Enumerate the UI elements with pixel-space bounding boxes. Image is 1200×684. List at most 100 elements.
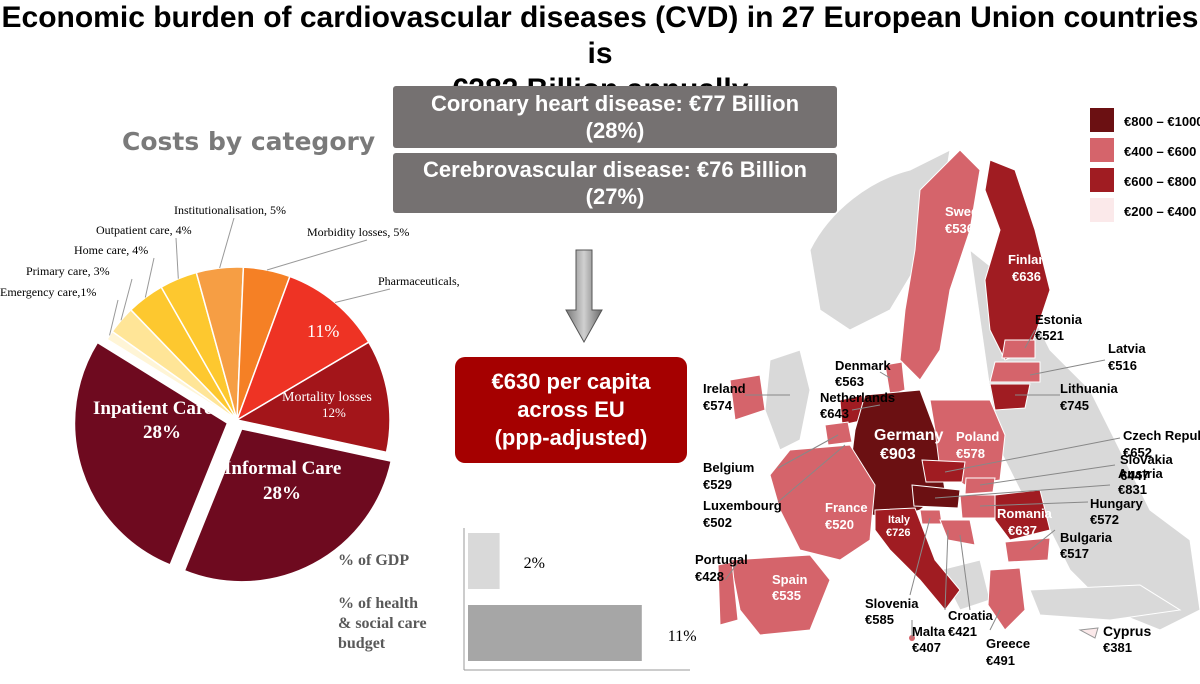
norway-shape — [809, 149, 951, 331]
label-austria: Austria — [1118, 466, 1164, 481]
per-capita-line-3: (ppp-adjusted) — [494, 425, 648, 450]
value-latvia: €516 — [1108, 358, 1137, 373]
map-croatia — [939, 519, 976, 546]
legend-label-1: €800 – €1000 — [1124, 114, 1200, 129]
label-cyprus: Cyprus — [1103, 623, 1151, 639]
europe-map: €800 – €1000 €400 – €600 €600 – €800 €20… — [695, 108, 1200, 668]
label-poland: Poland — [956, 429, 999, 444]
label-croatia: Croatia — [948, 608, 994, 623]
value-bulgaria: €517 — [1060, 546, 1089, 561]
label-romania: Romania — [997, 506, 1053, 521]
bar-category-0-line-0: % of GDP — [338, 552, 409, 569]
pie-pct-mortality-losses: 12% — [322, 405, 346, 420]
bar-gdp — [468, 533, 500, 589]
map-bulgaria — [1004, 537, 1051, 563]
value-greece: €491 — [986, 653, 1015, 668]
value-croatia: €421 — [948, 624, 977, 639]
map-france — [769, 444, 876, 561]
map-belgium — [824, 421, 853, 446]
pie-leader-institutionalisation — [219, 217, 235, 269]
map-legend: €800 – €1000 €400 – €600 €600 – €800 €20… — [1090, 108, 1200, 222]
map-austria — [911, 484, 961, 509]
map-latvia — [989, 361, 1041, 383]
map-ireland — [729, 374, 766, 421]
per-capita-line-2: across EU — [517, 397, 625, 422]
map-countries — [717, 149, 1099, 641]
bar-category-1-line-0: % of health — [338, 595, 418, 612]
turkey-shape — [1029, 584, 1182, 621]
per-capita-line-1: €630 per capita — [491, 369, 651, 394]
pie-slice-informal-care — [183, 427, 393, 583]
value-luxembourg: €502 — [703, 515, 732, 530]
map-slovakia — [964, 477, 996, 495]
label-bulgaria: Bulgaria — [1060, 530, 1113, 545]
map-cyprus — [1078, 627, 1099, 639]
pie-leader-pharmaceuticals — [334, 288, 391, 303]
label-portugal: Portugal — [695, 552, 748, 567]
cerebrovascular-box: Cerebrovascular disease: €76 Billion (27… — [393, 153, 837, 213]
value-austria: €831 — [1118, 482, 1147, 497]
pie-slice-mortality-losses — [234, 341, 391, 454]
map-portugal — [717, 561, 739, 626]
value-hungary: €572 — [1090, 512, 1119, 527]
value-denmark: €563 — [835, 374, 864, 389]
pie-pct-pharmaceuticals: 11% — [307, 321, 339, 341]
label-ireland: Ireland — [703, 381, 746, 396]
value-slovakia: €447 — [1120, 468, 1149, 483]
map-finland — [984, 159, 1051, 361]
pie-label-institutionalisation: Institutionalisation, 5% — [174, 203, 286, 217]
legend-swatch-2 — [1090, 138, 1114, 162]
value-cyprus: €381 — [1103, 640, 1132, 655]
pie-pct-informal-care: 28% — [263, 483, 301, 504]
value-portugal: €428 — [695, 569, 724, 584]
pie-label-mortality-losses: Mortality losses — [282, 390, 372, 405]
label-netherlands: Netherlands — [820, 390, 895, 405]
pie-chart-title: Costs by category — [122, 127, 376, 156]
pie-label-pharmaceuticals: Pharmaceuticals, 11% — [378, 274, 460, 288]
label-france: France — [825, 500, 868, 515]
legend-swatch-3 — [1090, 168, 1114, 192]
bar-category-1-line-2: budget — [338, 635, 386, 652]
pie-leader-morbidity-losses — [266, 239, 368, 271]
pie-label-morbidity-losses: Morbidity losses, 5% — [307, 225, 409, 239]
down-arrow-icon — [565, 249, 603, 344]
cerebrovascular-line-2: (27%) — [585, 184, 645, 209]
coronary-line-1: Coronary heart disease: €77 Billion — [430, 91, 800, 116]
pie-label-informal-care: Informal Care — [224, 458, 341, 479]
legend-swatch-1 — [1090, 108, 1114, 132]
bar-health-budget — [468, 605, 642, 661]
label-greece: Greece — [986, 636, 1030, 651]
coronary-line-2: (28%) — [585, 118, 645, 143]
pie-leader-primary-care — [120, 278, 133, 321]
bar-value-health-budget: 11% — [668, 628, 697, 645]
legend-label-4: €200 – €400 — [1124, 204, 1196, 219]
pie-label-home-care: Home care, 4% — [74, 243, 148, 257]
map-denmark — [884, 361, 906, 396]
pie-leader-emergency-care — [109, 299, 119, 336]
map-leader-lines — [724, 329, 1121, 638]
uk-shape — [764, 349, 811, 451]
label-germany: Germany — [874, 427, 943, 444]
label-estonia: Estonia — [1035, 312, 1083, 327]
map-czech — [921, 459, 966, 483]
map-slovenia — [919, 509, 943, 525]
label-slovakia: Slovakia — [1120, 452, 1174, 467]
label-lithuania: Lithuania — [1060, 381, 1119, 396]
value-malta: €407 — [912, 640, 941, 655]
value-finland: €636 — [1012, 269, 1041, 284]
value-ireland: €574 — [703, 398, 733, 413]
pie-chart: Emergency care,1% Primary care, 3% Home ca… — [0, 203, 460, 583]
value-slovenia: €585 — [865, 612, 894, 627]
label-hungary: Hungary — [1090, 496, 1144, 511]
label-malta: Malta — [912, 624, 946, 639]
label-denmark: Denmark — [835, 358, 891, 373]
map-greece — [987, 567, 1026, 631]
map-labels: Sweden €536 Finland €636 Estonia €521 La… — [695, 204, 1200, 668]
legend-swatch-4 — [1090, 198, 1114, 222]
map-hungary — [959, 494, 999, 519]
value-italy: €726 — [886, 527, 910, 539]
pie-leader-outpatient-care — [175, 237, 179, 279]
value-france: €520 — [825, 517, 854, 532]
pie-label-inpatient-care: Inpatient Care — [93, 398, 212, 419]
pie-label-outpatient-care: Outpatient care, 4% — [96, 223, 192, 237]
